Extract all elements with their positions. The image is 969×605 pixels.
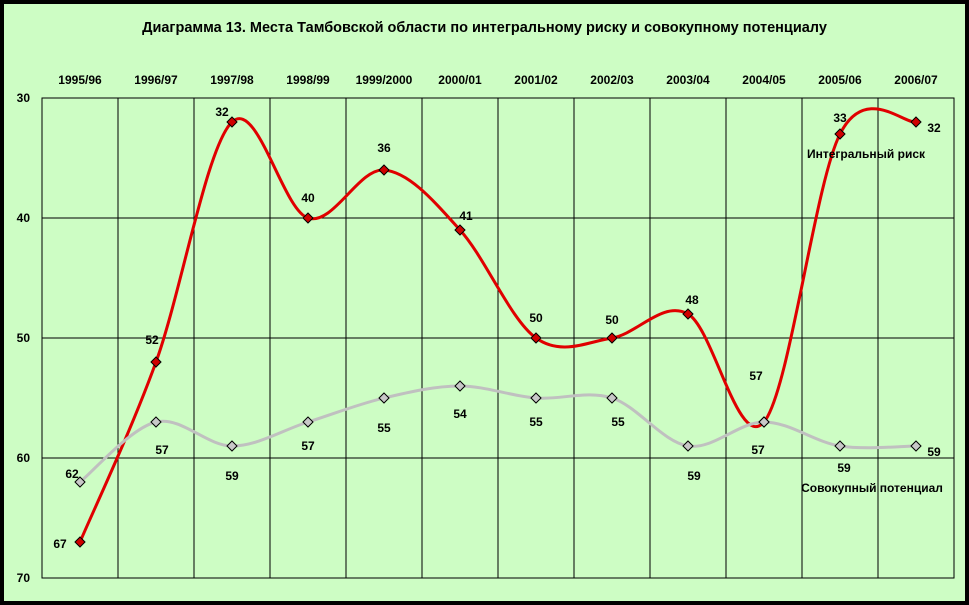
potential-data-label: 55: [377, 421, 391, 435]
x-tick-label: 2000/01: [438, 73, 482, 87]
risk-series-name: Интегральный риск: [807, 147, 926, 161]
y-tick-labels: 30 40 50 60 70: [17, 91, 31, 585]
potential-point: [758, 416, 770, 428]
risk-data-label: 48: [685, 293, 699, 307]
potential-data-label: 54: [453, 407, 467, 421]
potential-data-label: 57: [301, 439, 315, 453]
potential-point: [302, 416, 314, 428]
potential-series-name: Совокупный потенциал: [801, 481, 943, 495]
potential-data-label: 55: [611, 415, 625, 429]
risk-point: [226, 116, 238, 128]
potential-point: [530, 392, 542, 404]
potential-data-label: 59: [837, 461, 851, 475]
potential-data-label: 59: [225, 469, 239, 483]
x-tick-label: 2005/06: [818, 73, 862, 87]
risk-data-label: 32: [215, 105, 229, 119]
x-tick-label: 1995/96: [58, 73, 102, 87]
risk-data-label: 50: [605, 313, 619, 327]
risk-data-label: 36: [377, 141, 391, 155]
risk-point: [378, 164, 390, 176]
risk-point: [530, 332, 542, 344]
risk-point: [150, 356, 162, 368]
data-labels: 67 52 32 40 36 41 50 50 48 57 33 32 62 57 59 57 55 54 55 55…: [53, 105, 941, 551]
y-tick-label: 30: [17, 91, 31, 105]
potential-data-label: 55: [529, 415, 543, 429]
risk-data-label: 57: [749, 369, 763, 383]
x-tick-label: 2006/07: [894, 73, 938, 87]
potential-data-label: 59: [927, 445, 941, 459]
risk-data-label: 33: [833, 111, 847, 125]
risk-data-label: 41: [459, 209, 473, 223]
potential-point: [74, 476, 86, 488]
grid: [41, 97, 955, 579]
potential-point: [454, 380, 466, 392]
series-name-labels: Интегральный риск Совокупный потенциал: [801, 147, 943, 495]
risk-series-line: [78, 107, 917, 543]
risk-point: [302, 212, 314, 224]
risk-point: [834, 128, 846, 140]
chart-title: Диаграмма 13. Места Тамбовской области п…: [142, 20, 827, 36]
y-tick-label: 50: [17, 331, 31, 345]
y-tick-label: 70: [17, 571, 31, 585]
x-tick-label: 2001/02: [514, 73, 558, 87]
potential-data-label: 57: [155, 443, 169, 457]
risk-point: [682, 308, 694, 320]
potential-point: [378, 392, 390, 404]
risk-data-label: 52: [145, 333, 159, 347]
x-tick-label: 2002/03: [590, 73, 634, 87]
x-tick-label: 1997/98: [210, 73, 254, 87]
potential-data-label: 59: [687, 469, 701, 483]
potential-point: [150, 416, 162, 428]
potential-point: [226, 440, 238, 452]
x-tick-label: 2003/04: [666, 73, 710, 87]
risk-data-label: 40: [301, 191, 315, 205]
risk-data-label: 32: [927, 121, 941, 135]
risk-data-label: 50: [529, 311, 543, 325]
y-tick-label: 60: [17, 451, 31, 465]
x-tick-label: 1998/99: [286, 73, 330, 87]
potential-point: [834, 440, 846, 452]
risk-data-label: 67: [53, 537, 67, 551]
series-markers: [74, 116, 922, 548]
y-tick-label: 40: [17, 211, 31, 225]
x-tick-label: 2004/05: [742, 73, 786, 87]
risk-point: [74, 536, 86, 548]
x-tick-labels: 1995/96 1996/97 1997/98 1998/99 1999/2000 200…: [58, 73, 938, 87]
x-tick-label: 1996/97: [134, 73, 178, 87]
risk-point: [910, 116, 922, 128]
risk-point: [606, 332, 618, 344]
potential-point: [682, 440, 694, 452]
x-tick-label: 1999/2000: [356, 73, 413, 87]
potential-data-label: 57: [751, 443, 765, 457]
potential-point: [606, 392, 618, 404]
potential-data-label: 62: [65, 467, 79, 481]
potential-point: [910, 440, 922, 452]
risk-point: [454, 224, 466, 236]
